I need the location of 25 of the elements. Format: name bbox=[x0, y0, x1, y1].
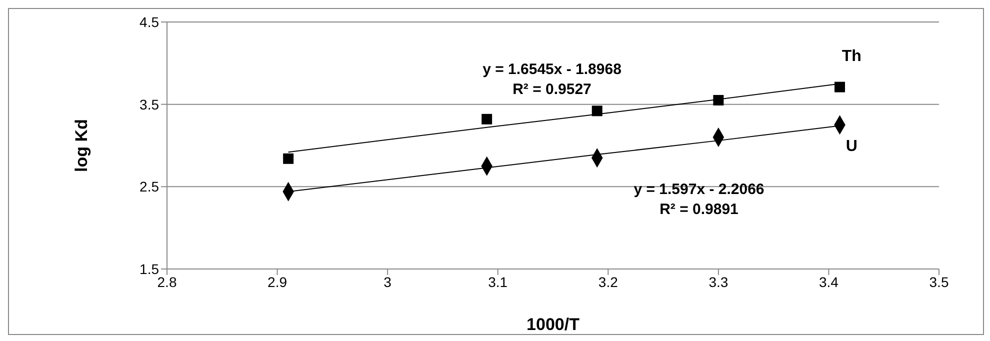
y-axis-title: log Kd bbox=[72, 119, 92, 172]
annotation: R² = 0.9527 bbox=[512, 81, 592, 98]
x-tick-label: 2.8 bbox=[157, 274, 177, 290]
x-tick-label: 2.9 bbox=[268, 274, 288, 290]
annotation: R² = 0.9891 bbox=[660, 201, 738, 218]
point bbox=[283, 153, 294, 164]
annotation: y = 1.6545x - 1.8968 bbox=[482, 61, 622, 78]
series-label: Th bbox=[842, 48, 862, 66]
point bbox=[592, 106, 602, 116]
x-tick-label: 3.4 bbox=[818, 274, 839, 290]
y-tick-label: 4.5 bbox=[140, 14, 160, 30]
x-tick-label: 3.1 bbox=[488, 274, 508, 290]
annotation: y = 1.597x - 2.2066 bbox=[634, 181, 764, 198]
y-tick-label: 1.5 bbox=[140, 260, 160, 277]
point bbox=[713, 94, 724, 106]
series-label: U bbox=[846, 138, 858, 155]
y-tick-label: 3.5 bbox=[140, 96, 160, 112]
x-tick-label: 3.3 bbox=[708, 274, 728, 290]
point bbox=[834, 82, 845, 92]
x-axis-title: 1000/T bbox=[526, 315, 580, 334]
x-tick-label: 3 bbox=[384, 274, 392, 290]
x-tick-label: 3.5 bbox=[929, 274, 949, 290]
y-tick-label: 2.5 bbox=[140, 178, 160, 195]
point bbox=[482, 114, 492, 124]
x-tick-label: 3.2 bbox=[598, 274, 618, 290]
